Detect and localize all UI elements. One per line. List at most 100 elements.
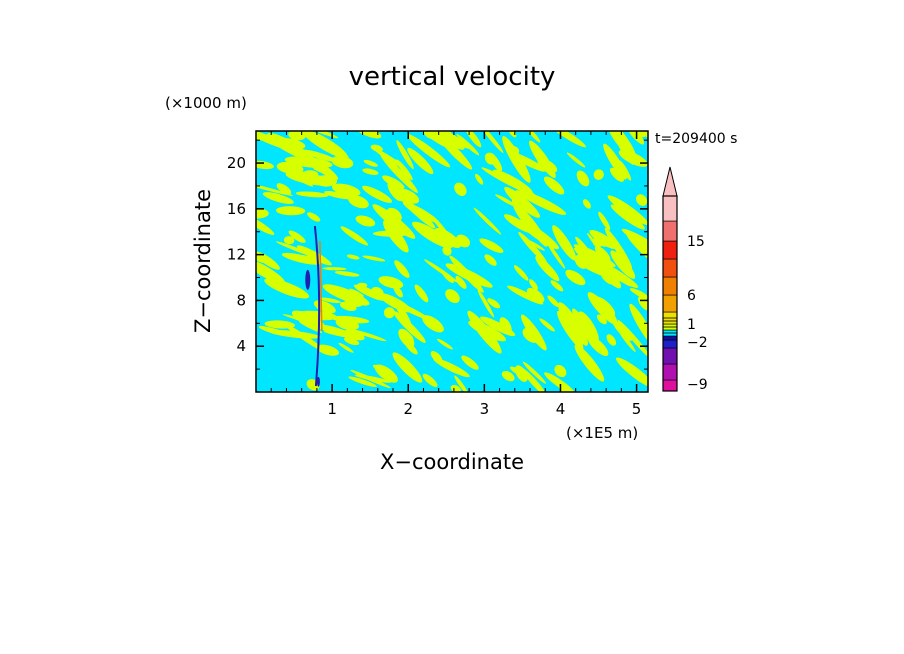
field-streak xyxy=(468,320,507,342)
field-streak xyxy=(558,302,588,346)
plot-frame xyxy=(255,130,649,393)
field-streak xyxy=(508,131,517,138)
field-streak xyxy=(543,176,565,195)
field-streak xyxy=(256,160,274,170)
field-streak xyxy=(563,317,573,329)
field-streak xyxy=(515,190,565,215)
field-streak xyxy=(330,315,370,324)
field-streak xyxy=(616,357,648,389)
field-streak xyxy=(514,365,528,382)
field-streak xyxy=(372,204,416,239)
field-streak xyxy=(522,327,540,343)
downdraft-core xyxy=(305,269,311,290)
field-streak xyxy=(350,369,391,389)
field-streak xyxy=(328,289,344,297)
field-streak xyxy=(573,244,616,268)
colorbar-tick-label: 6 xyxy=(687,288,696,304)
field-streak xyxy=(526,287,545,303)
field-streak xyxy=(610,204,645,230)
field-streak xyxy=(437,131,453,141)
field-streak xyxy=(546,241,566,269)
downdraft-streak xyxy=(313,225,321,387)
colorbar-level xyxy=(662,339,678,349)
field-streak xyxy=(324,191,353,200)
field-streak xyxy=(528,140,556,178)
field-streak xyxy=(340,226,369,246)
field-streak xyxy=(393,300,411,325)
colorbar-extension-arrow xyxy=(662,166,678,197)
field-streak xyxy=(529,279,538,291)
field-streak xyxy=(473,207,502,235)
field-streak xyxy=(299,321,323,333)
field-streak xyxy=(431,215,450,238)
colorbar-frame xyxy=(662,195,678,392)
field-streak xyxy=(393,285,403,298)
field-streak xyxy=(416,131,458,151)
x-tick-label: 4 xyxy=(556,400,566,418)
field-streak xyxy=(306,131,349,158)
field-streak xyxy=(348,195,369,209)
colorbar: 15 6 1 −2 −9 xyxy=(662,166,708,393)
field-streak xyxy=(379,153,418,193)
field-streak xyxy=(402,201,438,223)
field-streak xyxy=(281,252,321,265)
field-streak xyxy=(544,372,576,392)
field-streak xyxy=(495,169,540,201)
field-streak xyxy=(348,376,377,387)
y-axis-label: Z−coordinate xyxy=(191,189,215,333)
field-streak xyxy=(424,131,435,139)
field-streak xyxy=(396,140,414,170)
field-streak xyxy=(362,255,386,262)
field-streak xyxy=(507,285,544,305)
field-streak xyxy=(612,319,633,341)
field-streak xyxy=(487,298,501,309)
field-streak xyxy=(609,167,624,182)
field-streak xyxy=(378,276,404,289)
field-streak xyxy=(322,267,347,271)
field-streak xyxy=(587,232,604,255)
field-streak xyxy=(264,278,310,299)
field-streak xyxy=(372,230,409,237)
field-streak xyxy=(573,247,610,278)
field-streak xyxy=(501,370,515,382)
field-streak xyxy=(422,373,438,387)
field-streak xyxy=(256,258,285,284)
field-streak xyxy=(338,342,354,353)
y-tick-label: 4 xyxy=(236,337,246,355)
field-streak xyxy=(346,254,360,260)
field-streak xyxy=(593,255,631,287)
field-streak xyxy=(363,159,378,167)
field-streak xyxy=(392,352,423,383)
field-streak xyxy=(275,206,306,216)
field-streak xyxy=(526,239,545,251)
colorbar-level xyxy=(662,335,678,341)
field-streak xyxy=(414,284,429,303)
field-streak xyxy=(606,334,617,346)
field-streak xyxy=(307,212,321,222)
field-streak xyxy=(503,214,533,234)
field-streak xyxy=(547,295,560,308)
field-streak xyxy=(382,175,405,190)
field-streak xyxy=(576,260,607,277)
y-axis: 4 8 12 16 20 xyxy=(227,139,648,370)
y-tick-label: 16 xyxy=(227,200,246,218)
colorbar-tick-label: 1 xyxy=(687,317,696,333)
colorbar-level xyxy=(662,363,678,381)
field-streak xyxy=(610,250,636,279)
colorbar-tick-label: 15 xyxy=(687,234,705,250)
updraft-streak xyxy=(319,240,323,332)
field-streak xyxy=(256,248,270,264)
field-streak xyxy=(374,364,398,383)
field-streak xyxy=(587,292,618,325)
field-streak xyxy=(624,131,645,145)
field-streak xyxy=(407,134,451,168)
field-streak xyxy=(316,344,340,356)
field-streak xyxy=(266,133,311,160)
field-streak xyxy=(539,318,555,332)
field-streak xyxy=(256,182,293,196)
colorbar-level xyxy=(662,294,678,313)
field-streak xyxy=(349,288,364,297)
field-streak xyxy=(596,314,607,325)
field-streak xyxy=(484,254,497,266)
field-streak xyxy=(547,131,586,148)
